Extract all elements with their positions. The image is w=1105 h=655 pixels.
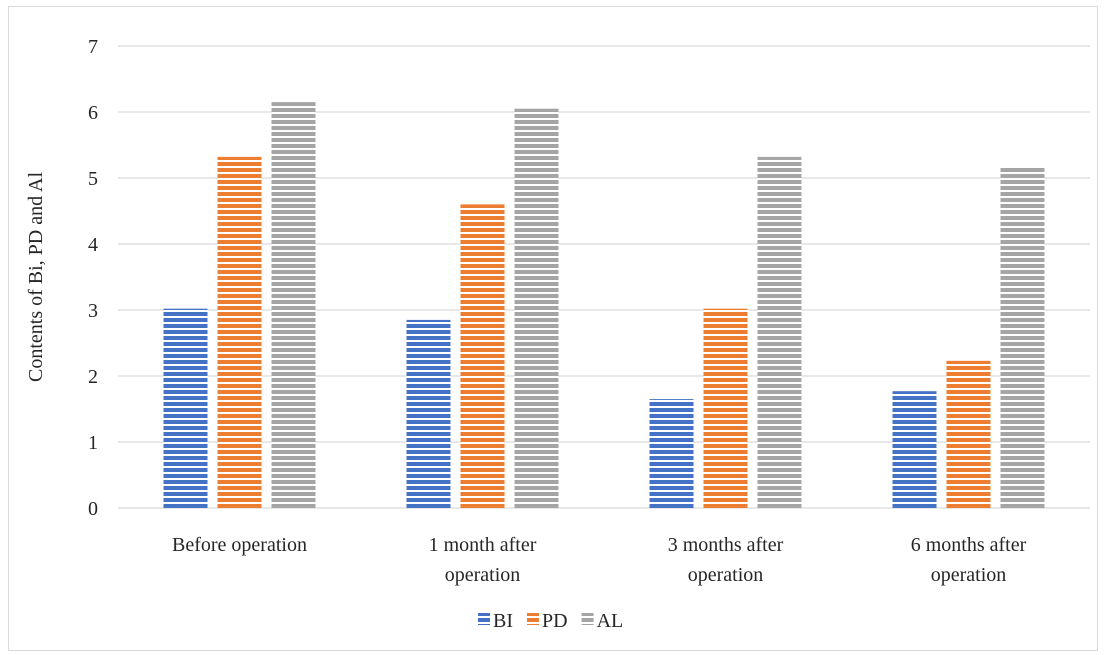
gridlines — [118, 45, 1090, 509]
y-axis-title: Contents of Bi, PD and Al — [25, 172, 47, 382]
y-tick-label: 2 — [88, 366, 98, 388]
y-axis-ticks: 0 1 2 3 4 5 6 7 — [88, 36, 98, 520]
bar-al-1 — [514, 108, 559, 508]
bars — [163, 102, 1045, 508]
bar-bi-2 — [649, 399, 694, 508]
y-tick-label: 5 — [88, 168, 98, 190]
legend-label-al: AL — [597, 610, 624, 632]
legend-swatch-bi — [478, 613, 490, 625]
bar-pd-1 — [460, 204, 505, 508]
x-category-label: 3 months after operation — [668, 534, 784, 586]
bar-pd-0 — [217, 156, 262, 508]
y-tick-label: 0 — [88, 498, 98, 520]
legend: BI PD AL — [478, 610, 623, 632]
x-category-label: 6 months after operation — [911, 534, 1027, 586]
bar-al-0 — [271, 102, 316, 508]
bar-al-2 — [757, 156, 802, 508]
legend-swatch-pd — [527, 613, 539, 625]
x-category-label: Before operation — [172, 534, 307, 556]
x-axis-categories: Before operation 1 month after operation 3 … — [172, 534, 1027, 586]
bar-bi-1 — [406, 319, 451, 508]
legend-label-pd: PD — [542, 610, 568, 632]
y-tick-label: 4 — [88, 234, 98, 256]
bar-pd-3 — [946, 360, 991, 508]
y-tick-label: 7 — [88, 36, 98, 58]
bar-pd-2 — [703, 308, 748, 508]
bar-bi-3 — [892, 391, 937, 508]
legend-swatch-al — [581, 613, 594, 625]
y-tick-label: 6 — [88, 102, 98, 124]
y-tick-label: 3 — [88, 300, 98, 322]
bar-bi-0 — [163, 308, 208, 508]
y-tick-label: 1 — [88, 432, 98, 454]
legend-label-bi: BI — [493, 610, 513, 632]
x-category-label: 1 month after operation — [429, 534, 537, 586]
bar-al-3 — [1000, 166, 1045, 508]
